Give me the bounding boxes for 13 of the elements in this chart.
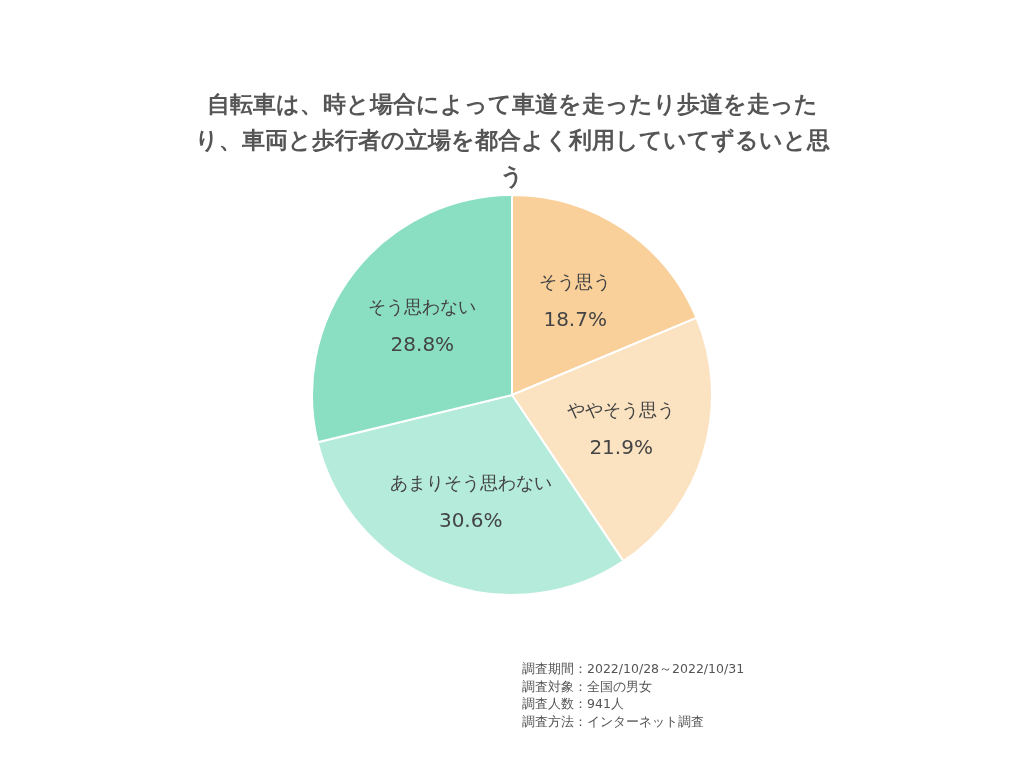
text: 調査対象：全国の男女 bbox=[522, 677, 653, 695]
text: 調査方法：インターネット調査 bbox=[522, 712, 705, 730]
slice-label: あまりそう思わない bbox=[389, 472, 552, 494]
slice-label: そう思う bbox=[539, 271, 612, 293]
data-label: 28.8% bbox=[390, 331, 455, 356]
data-label: 21.9% bbox=[589, 434, 653, 459]
data-label: 30.6% bbox=[438, 508, 503, 533]
data-label: 18.7% bbox=[543, 307, 607, 332]
slice-label: そう思わない bbox=[368, 295, 477, 317]
text: 調査期間：2022/10/28～2022/10/31 bbox=[522, 660, 745, 678]
text: 調査人数：941人 bbox=[522, 695, 625, 713]
chart-title: 自転車は、時と場合によって車道を走ったり歩道を走ったり、車両と歩行者の立場を都合よく利用していてずるいと思う bbox=[193, 90, 831, 191]
slice-label: ややそう思う bbox=[567, 398, 676, 420]
